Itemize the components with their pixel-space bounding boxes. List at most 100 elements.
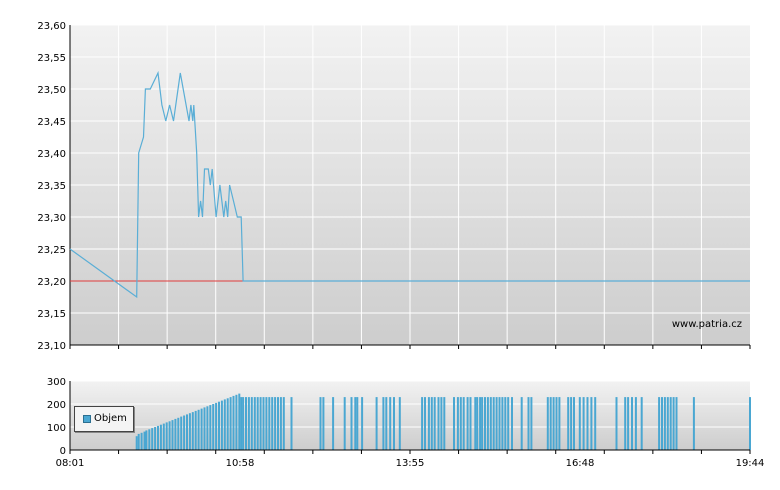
volume-bar	[527, 397, 530, 450]
volume-bar	[332, 397, 335, 450]
volume-bar	[663, 397, 666, 450]
volume-bar	[440, 397, 443, 450]
volume-bar	[354, 397, 357, 450]
volume-bar	[627, 397, 630, 450]
volume-bar	[177, 417, 180, 450]
volume-bar	[165, 422, 168, 450]
volume-bar	[238, 393, 241, 450]
volume-bar	[154, 427, 157, 450]
volume-bar	[220, 400, 223, 450]
volume-bar	[520, 397, 523, 450]
price-tick-label: 23,35	[37, 181, 66, 192]
volume-bar	[319, 397, 322, 450]
volume-bar	[462, 397, 465, 450]
volume-bar	[277, 397, 279, 450]
price-tick-label: 23,30	[37, 213, 66, 224]
volume-bar	[183, 415, 186, 450]
volume-bar	[350, 397, 353, 450]
volume-bar	[669, 397, 672, 450]
volume-bar	[437, 397, 440, 450]
volume-bar	[555, 397, 558, 450]
volume-bar	[474, 397, 477, 450]
volume-bar	[206, 406, 209, 450]
volume-bar	[259, 397, 262, 450]
volume-bar	[240, 397, 243, 450]
volume-panel: 300 200 100 0	[47, 377, 751, 457]
volume-bar	[398, 397, 401, 450]
price-tick-label: 23,10	[37, 341, 66, 352]
volume-bar	[530, 397, 533, 450]
volume-bar	[279, 397, 282, 450]
time-tick-label: 13:55	[396, 458, 425, 469]
volume-bar	[453, 397, 455, 450]
price-tick-label: 23,20	[37, 277, 66, 288]
volume-bar	[433, 397, 436, 450]
volume-bar	[247, 397, 250, 450]
volume-tick-label: 0	[60, 446, 66, 457]
volume-bar	[290, 397, 293, 450]
volume-bar	[640, 397, 643, 450]
volume-bar	[171, 420, 174, 450]
volume-bar	[469, 397, 472, 450]
volume-bar	[498, 397, 501, 450]
volume-bar	[143, 431, 146, 450]
volume-bar	[232, 395, 235, 450]
volume-bar	[443, 397, 446, 450]
volume-bar	[385, 397, 388, 450]
volume-tick-label: 300	[47, 377, 66, 388]
volume-bar	[268, 397, 271, 450]
price-tick-label: 23,45	[37, 117, 66, 128]
price-tick-label: 23,40	[37, 149, 66, 160]
volume-bar	[162, 423, 165, 450]
volume-legend-swatch	[83, 415, 91, 423]
volume-bar	[476, 397, 479, 450]
volume-bar	[274, 397, 277, 450]
volume-bar	[573, 397, 575, 450]
time-axis: 08:01 10:58 13:55 16:48 19:44	[56, 345, 765, 469]
volume-bar	[590, 397, 593, 450]
volume-bar	[481, 397, 484, 450]
volume-bar	[666, 397, 669, 450]
volume-bar	[145, 430, 148, 450]
volume-bar	[191, 412, 194, 450]
volume-bar	[253, 397, 256, 450]
volume-bar	[203, 407, 206, 450]
volume-bar	[421, 397, 424, 450]
volume-bar	[215, 402, 218, 450]
volume-bar	[174, 418, 177, 450]
volume-tick-label: 100	[47, 423, 66, 434]
volume-bar	[552, 397, 555, 450]
volume-bar	[634, 397, 637, 450]
volume-bar	[586, 397, 589, 450]
price-tick-label: 23,15	[37, 309, 66, 320]
volume-bar	[511, 397, 513, 450]
volume-bar	[675, 397, 678, 450]
volume-bar	[546, 397, 549, 450]
volume-bar	[212, 404, 215, 450]
volume-bar	[389, 397, 392, 450]
price-series-line	[69, 70, 750, 299]
volume-bar	[151, 428, 154, 450]
volume-bar	[168, 421, 171, 451]
volume-bar	[692, 397, 695, 450]
volume-bar	[200, 408, 203, 450]
volume-bar	[197, 409, 200, 451]
volume-bar	[265, 397, 268, 450]
volume-legend-label: Objem	[94, 413, 127, 424]
volume-bar	[594, 397, 597, 450]
volume-bar	[624, 397, 627, 450]
time-tick-label: 08:01	[56, 458, 85, 469]
volume-bar	[242, 397, 245, 450]
volume-bar	[186, 414, 188, 450]
volume-bar	[393, 397, 395, 450]
watermark-text: www.patria.cz	[672, 319, 742, 330]
volume-bar	[456, 397, 459, 450]
volume-bar	[226, 398, 229, 451]
volume-bar	[466, 397, 469, 450]
volume-bar	[235, 394, 238, 450]
volume-bar	[549, 397, 552, 450]
volume-bar	[749, 397, 751, 450]
volume-bar	[188, 413, 191, 450]
time-tick-label: 19:44	[736, 458, 765, 469]
